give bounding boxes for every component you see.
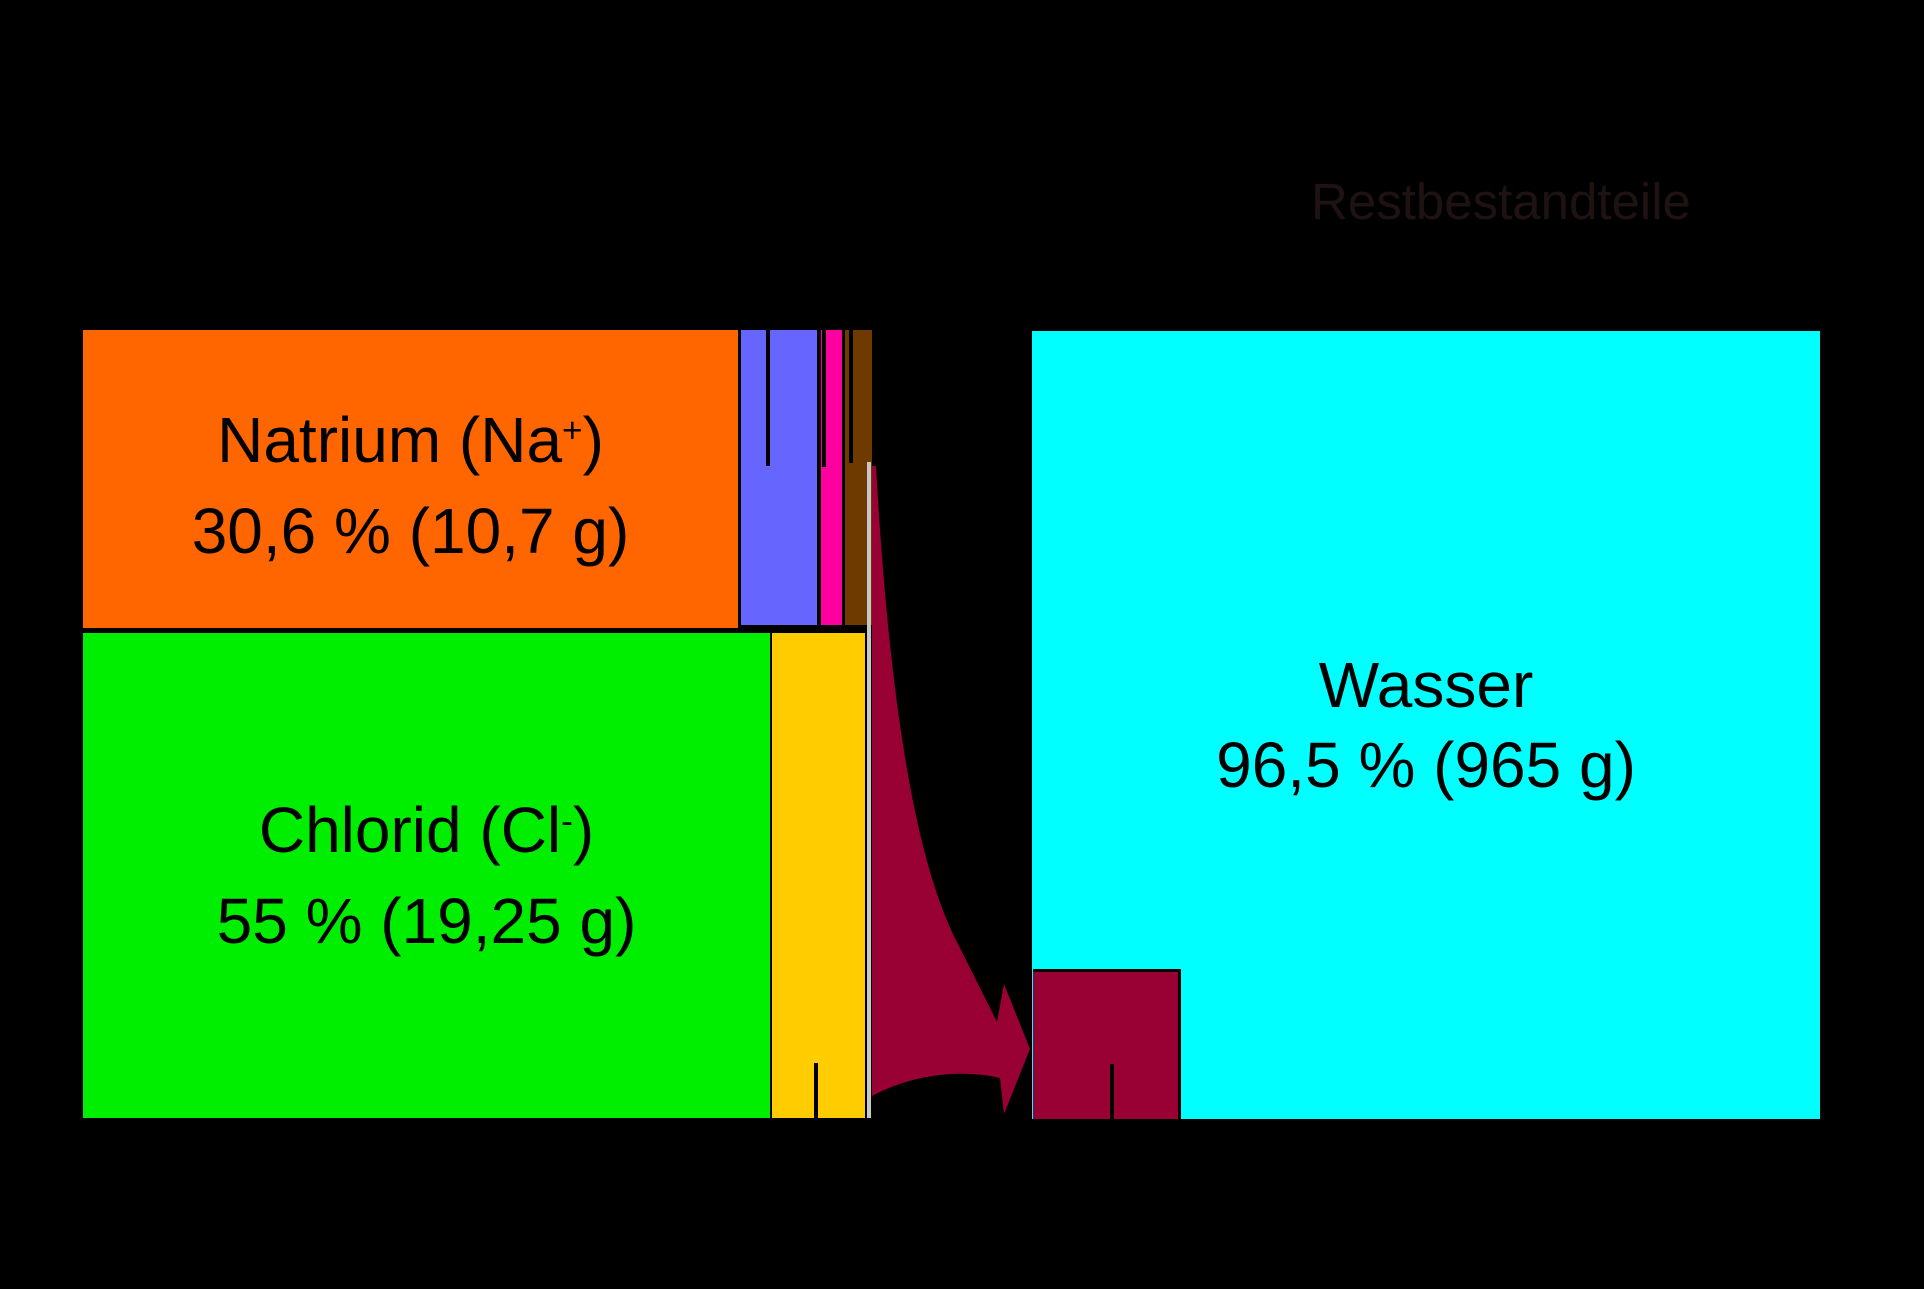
- natrium-sup: +: [562, 411, 583, 451]
- blue-stripe-block: [741, 330, 817, 625]
- natrium-block: [83, 330, 738, 628]
- salz-square: [1033, 972, 1178, 1119]
- chlorid-label: Chlorid (Cl-) 55 % (19,25 g): [83, 633, 770, 1118]
- chlorid-sup: -: [561, 801, 573, 841]
- magenta-stripe-block: [821, 330, 842, 625]
- wasser-label-name: Wasser: [1318, 649, 1534, 721]
- arrow-shape: [872, 466, 1030, 1114]
- chlorid-label-name: Chlorid (Cl-): [258, 794, 595, 866]
- rest-label: Restbestandteile: [1311, 173, 1691, 230]
- salz-square-leader-line: [1110, 1064, 1114, 1119]
- blue-stripe-leader-line: [766, 330, 770, 466]
- chlorid-label-value: 55 % (19,25 g): [216, 885, 637, 957]
- yellow-stripe-leader-line: [814, 1063, 818, 1119]
- natrium-label-value: 30,6 % (10,7 g): [191, 494, 630, 567]
- wasser-label-value: 96,5 % (965 g): [1216, 729, 1636, 801]
- natrium-label: Natrium (Na+) 30,6 % (10,7 g): [83, 340, 738, 630]
- yellow-stripe-block: [772, 633, 865, 1118]
- magenta-stripe-leader-line: [822, 330, 826, 467]
- chlorid-block: [83, 633, 770, 1118]
- rest-gray-stripe: [867, 462, 871, 1118]
- natrium-label-name: Natrium (Na+): [217, 403, 604, 476]
- brown-stripe-leader-line: [849, 330, 853, 463]
- wasser-label: Wasser 96,5 % (965 g): [1032, 331, 1820, 1119]
